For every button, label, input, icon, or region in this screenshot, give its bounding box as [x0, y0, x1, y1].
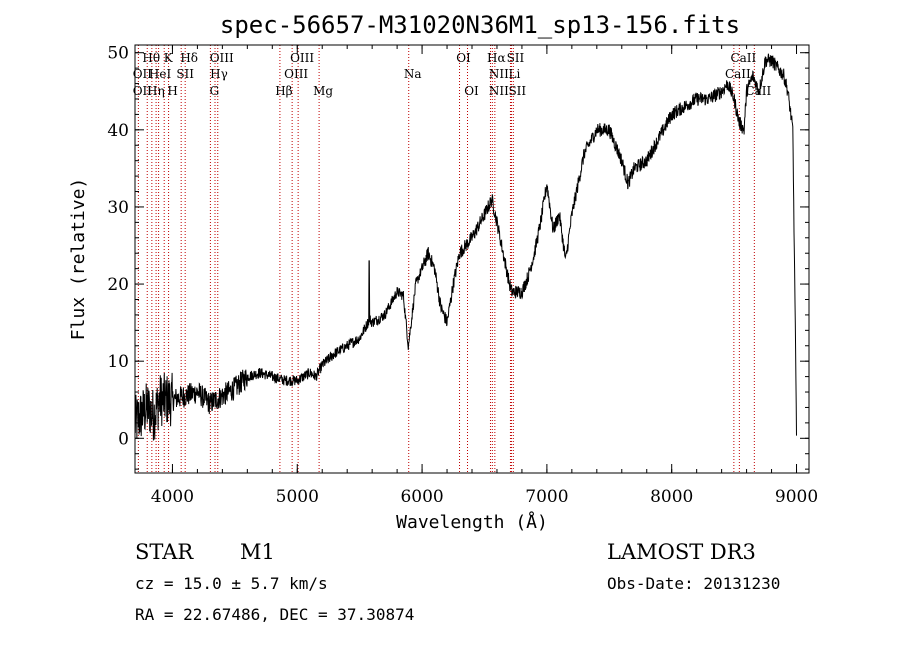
spectrum-line [134, 53, 797, 441]
x-axis-label: Wavelength (Å) [396, 511, 548, 533]
x-tick-label-3: 7000 [525, 487, 568, 507]
survey-name: LAMOST DR3 [607, 540, 756, 564]
line-label-25: NII [489, 84, 509, 98]
line-label-16: Li [509, 67, 521, 81]
line-label-14: Na [404, 67, 422, 81]
x-tick-label-0: 4000 [151, 487, 194, 507]
x-tick-label-2: 6000 [400, 487, 443, 507]
line-label-17: CaII [725, 67, 751, 81]
x-tick-label-4: 8000 [650, 487, 693, 507]
chart-title: spec-56657-M31020N36M1_sp13-156.fits [220, 11, 740, 39]
coordinates: RA = 22.67486, DEC = 37.30874 [135, 605, 414, 624]
line-label-18: OII [133, 84, 153, 98]
line-label-8: CaII [730, 51, 756, 65]
x-tick-label-5: 9000 [775, 487, 818, 507]
y-tick-label-2: 20 [107, 275, 129, 295]
line-label-11: SII [176, 67, 194, 81]
y-axis: 0 10 20 30 40 50 [107, 44, 809, 470]
spectrum-series [134, 53, 797, 441]
x-tick-label-1: 5000 [276, 487, 319, 507]
line-label-9: OII [133, 67, 153, 81]
x-axis: 4000 5000 6000 7000 8000 9000 [151, 45, 818, 507]
y-tick-label-4: 40 [107, 121, 129, 141]
line-label-13: OIII [284, 67, 308, 81]
line-label-15: NII [489, 67, 509, 81]
obs-date: Obs-Date: 20131230 [607, 574, 780, 593]
object-subclass: M1 [240, 540, 275, 564]
line-label-19: Hη [147, 84, 165, 98]
line-label-12: Hγ [210, 67, 228, 81]
line-label-4: OIII [290, 51, 314, 65]
line-label-24: OI [464, 84, 479, 98]
line-label-7: SII [507, 51, 525, 65]
y-axis-label: Flux (relative) [68, 178, 89, 341]
object-class: STAR [135, 540, 194, 564]
line-label-2: Hδ [180, 51, 198, 65]
line-label-1: K [164, 51, 174, 65]
line-label-26: SII [508, 84, 526, 98]
line-label-10: HeI [149, 67, 172, 81]
redshift-cz: cz = 15.0 ± 5.7 km/s [135, 574, 328, 593]
line-label-5: OI [456, 51, 471, 65]
reference-lines [137, 45, 755, 473]
line-label-20: H [167, 84, 177, 98]
line-label-23: Mg [313, 84, 333, 98]
y-tick-label-3: 30 [107, 198, 129, 218]
line-label-6: Hα [487, 51, 506, 65]
line-label-3: OIII [210, 51, 234, 65]
y-tick-label-5: 50 [107, 44, 129, 64]
y-tick-label-1: 10 [107, 352, 129, 372]
line-label-0: Hθ [142, 51, 160, 65]
line-label-21: G [210, 84, 220, 98]
line-label-22: Hβ [275, 84, 292, 98]
y-tick-label-0: 0 [118, 429, 129, 449]
